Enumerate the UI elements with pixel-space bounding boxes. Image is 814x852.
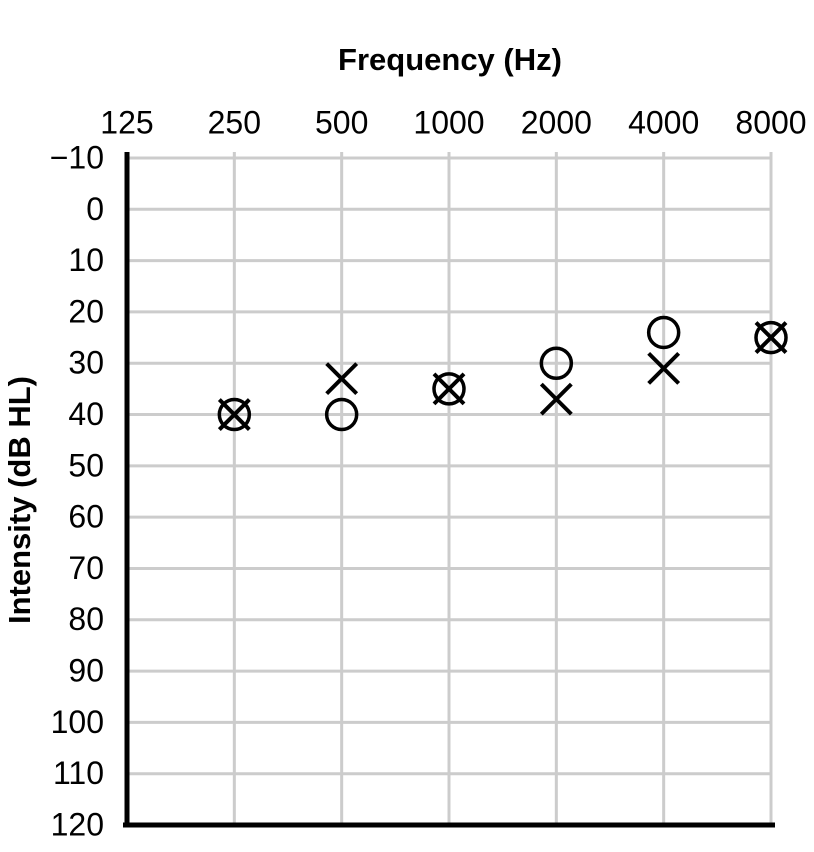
y-tick-label: 80: [68, 601, 104, 637]
x-tick-label: 2000: [521, 104, 592, 140]
y-tick-label: 90: [68, 653, 104, 689]
circle-marker: [432, 372, 466, 406]
x-marker: [539, 382, 573, 416]
y-tick-label: 30: [68, 345, 104, 381]
x-tick-label: 4000: [628, 104, 699, 140]
chart-title: Frequency (Hz): [338, 42, 562, 77]
circle-marker: [324, 397, 359, 432]
circle-marker: [217, 397, 252, 432]
x-tick-label: 1000: [413, 104, 484, 140]
x-marker: [325, 362, 359, 396]
circle-marker: [754, 320, 788, 355]
y-tick-label: 70: [68, 550, 104, 586]
x-marker: [217, 398, 251, 431]
y-tick-label: 40: [68, 396, 104, 432]
x-stroke: [432, 372, 466, 406]
circle-marker: [646, 315, 681, 350]
x-stroke: [647, 351, 681, 385]
y-tick-label: −10: [50, 139, 104, 175]
x-marker: [432, 372, 466, 406]
y-tick-label: 110: [53, 755, 104, 791]
x-stroke: [539, 382, 573, 416]
x-tick-label: 500: [315, 104, 368, 140]
x-tick-label: 125: [100, 104, 153, 140]
y-tick-label: 60: [68, 499, 104, 535]
x-marker: [754, 321, 788, 354]
y-tick-label: 120: [51, 806, 104, 842]
x-tick-label: 8000: [735, 104, 806, 140]
circle-marker: [539, 346, 574, 380]
x-stroke: [754, 321, 788, 354]
y-tick-label: 10: [68, 242, 104, 278]
x-tick-label: 250: [208, 104, 261, 140]
x-marker: [647, 351, 681, 385]
y-axis-label: Intensity (dB HL): [2, 376, 37, 624]
y-tick-label: 100: [51, 704, 104, 740]
x-stroke: [217, 398, 251, 431]
y-tick-label: 50: [68, 447, 104, 483]
y-tick-label: 0: [86, 191, 104, 227]
x-stroke: [325, 362, 359, 396]
y-tick-label: 20: [68, 293, 104, 329]
